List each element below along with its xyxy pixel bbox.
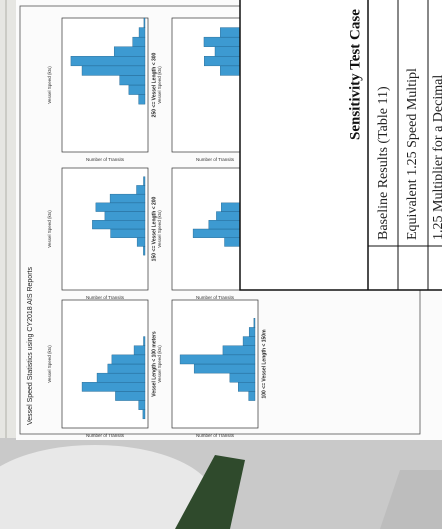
axis-label: Vessel Speed (kts) [157,345,162,383]
histogram-bar-decoration [139,401,145,410]
table-cell: Baseline Results (Table 11) [376,86,391,240]
histogram-bar-decoration [112,355,145,364]
table-cell: 1.25 Multiplier for a Decimal [431,75,442,240]
screenshot: Vessel Speed Statistics using CY2018 AIS… [0,0,442,529]
table-header: Sensitivity Test Case [347,9,363,140]
panel-title: 100 <= Vessel Length < 150m [261,329,267,399]
histogram-bar-decoration [143,246,145,255]
histogram-bar-decoration [223,346,255,355]
axis-label: Vessel Speed (kts) [157,210,162,248]
histogram-bar-decoration [114,47,145,57]
histogram-bar-decoration [254,318,255,327]
histogram-bar-decoration [105,212,145,221]
axis-label: Vessel Speed (kts) [157,66,162,104]
histogram-bar-decoration [82,382,145,391]
figure-title: Vessel Speed Statistics using CY2018 AIS… [27,267,34,425]
histogram-bar-decoration [143,177,145,186]
histogram-bar-decoration [110,194,145,203]
histogram-bar-decoration [115,391,145,400]
histogram-bar-decoration [82,66,145,76]
axis-label: Number of Transits [196,157,235,162]
axis-label: Vessel Speed (kts) [47,66,52,104]
histogram-bar-decoration [97,373,145,382]
histogram-bar-decoration [137,238,145,247]
table: Sensitivity Test Case Baseline Results (… [240,0,442,290]
histogram-bar-decoration [137,185,145,194]
histogram-bar-decoration [143,337,145,346]
axis-label: Vessel Speed (kts) [47,210,52,248]
table-cell: Equivalent 1.25 Speed Multipl [405,68,420,240]
histogram-bar-decoration [71,56,145,66]
axis-label: Number of Transits [86,433,125,438]
histogram-bar-decoration [230,373,255,382]
page: {"figure": {"title": "Vessel Speed Stati… [0,0,442,529]
histogram-bar-decoration [129,85,145,95]
histogram-panel: 100 <= Vessel Length < 150m Vessel Speed … [157,300,267,438]
histogram-bar-decoration [249,391,255,400]
histogram-bar-decoration [96,203,145,212]
histogram-bar-decoration [238,382,255,391]
histogram-bar-decoration [139,95,145,105]
left-strip [0,0,16,440]
histogram-bar-decoration [143,410,145,419]
axis-label: Number of Transits [86,157,125,162]
axis-label: Number of Transits [196,433,235,438]
histogram-bar-decoration [194,364,255,373]
axis-label: Number of Transits [196,295,235,300]
histogram-bar-decoration [243,337,255,346]
histogram-bar-decoration [144,18,145,28]
histogram-bar-decoration [133,37,145,47]
histogram-bar-decoration [139,28,145,38]
histogram-bar-decoration [134,346,145,355]
axis-label: Number of Transits [86,295,125,300]
histogram-bar-decoration [120,75,145,85]
axis-label: Vessel Speed (kts) [47,345,52,383]
histogram-bar-decoration [108,364,145,373]
histogram-bar-decoration [180,355,255,364]
histogram-bar-decoration [92,220,145,229]
histogram-bar-decoration [249,327,255,336]
histogram-bar-decoration [111,229,145,238]
